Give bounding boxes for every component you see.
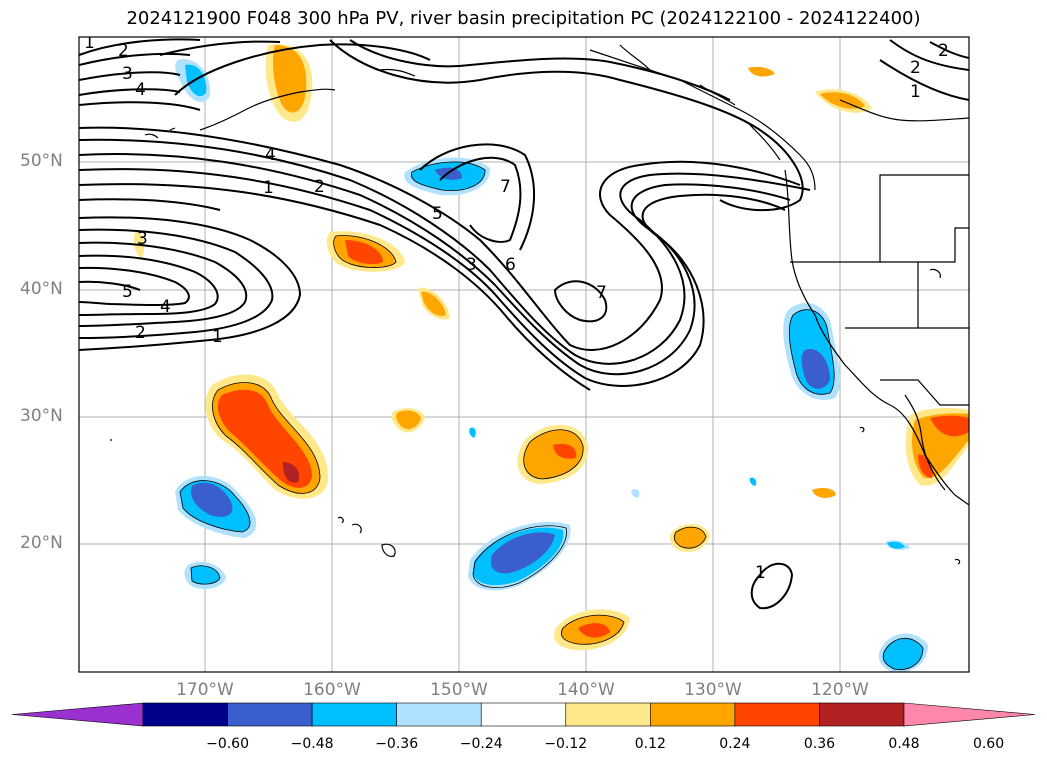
colorbar-tick-label: −0.12 [544, 736, 588, 752]
colorbar-segment [396, 702, 482, 727]
map-title: 2024121900 F048 300 hPa PV, river basin … [126, 8, 921, 29]
coastlines [110, 44, 969, 565]
lat-label-50n: 50°N [20, 151, 63, 171]
contour-label: 1 [263, 178, 274, 198]
colorbar-segment [734, 702, 820, 727]
colorbar-tick-label: −0.36 [375, 736, 419, 752]
colorbar-extension-high [903, 702, 1036, 727]
contour-label: 1 [910, 82, 921, 102]
contour-label: 4 [160, 297, 171, 317]
contour-label: 2 [135, 323, 146, 343]
lat-label-20n: 20°N [20, 533, 63, 553]
colorbar-extension-low [11, 702, 144, 727]
lon-label-140w: 140°W [557, 680, 615, 700]
colorbar-tick-label: 0.36 [803, 736, 836, 752]
contour-label: 2 [910, 58, 921, 78]
contour-label: 7 [500, 177, 511, 197]
contour-label: 4 [265, 145, 276, 165]
contour-label: 2 [118, 41, 129, 61]
colorbar-tick-label: 0.48 [888, 736, 920, 752]
contour-label: 1 [212, 327, 223, 347]
contour-label: 2 [314, 177, 325, 197]
contour-label: 1 [755, 563, 766, 583]
colorbar-tick-label: −0.60 [206, 736, 249, 752]
colorbar-tick-label: 0.24 [719, 736, 751, 752]
lat-label-40n: 40°N [20, 279, 63, 299]
map-plot: 1 2 3 4 4 1 2 3 5 4 2 1 5 3 6 7 7 2 1 2 … [78, 33, 970, 673]
contour-label: 2 [938, 41, 949, 61]
gridlines [79, 37, 969, 672]
colorbar-segment [227, 702, 313, 727]
colorbar-tick-label: 0.60 [972, 736, 1005, 752]
colorbar-tick-label: 0.12 [634, 736, 666, 752]
contour-label: 7 [596, 283, 607, 303]
lon-label-130w: 130°W [684, 680, 742, 700]
contour-label: 6 [505, 255, 516, 275]
colorbar-segment [480, 702, 567, 727]
lon-label-120w: 120°W [811, 680, 869, 700]
lon-label-160w: 160°W [303, 680, 361, 700]
colorbar-tick-label: −0.24 [459, 736, 503, 752]
colorbar-segment [650, 702, 736, 727]
colorbar-segment [565, 702, 651, 727]
contour-label: 5 [122, 282, 133, 302]
pv-contours [79, 38, 969, 610]
lat-label-30n: 30°N [20, 406, 63, 426]
lon-label-150w: 150°W [430, 680, 488, 700]
contour-labels: 1 2 3 4 4 1 2 3 5 4 2 1 5 3 6 7 7 2 1 2 … [84, 33, 949, 583]
contour-label: 1 [84, 33, 95, 53]
map-frame [78, 36, 970, 673]
colorbar-segment [142, 702, 228, 727]
contour-label: 4 [135, 80, 146, 100]
contour-label: 3 [137, 229, 148, 249]
colorbar-segment [311, 702, 397, 727]
colorbar-tick-label: −0.48 [290, 736, 334, 752]
colorbar [11, 702, 1036, 727]
precip-outlines [179, 161, 924, 671]
contour-label: 3 [122, 64, 133, 84]
lon-label-170w: 170°W [176, 680, 234, 700]
contour-label: 3 [466, 255, 477, 275]
contour-label: 5 [432, 204, 443, 224]
colorbar-segment [819, 702, 905, 727]
